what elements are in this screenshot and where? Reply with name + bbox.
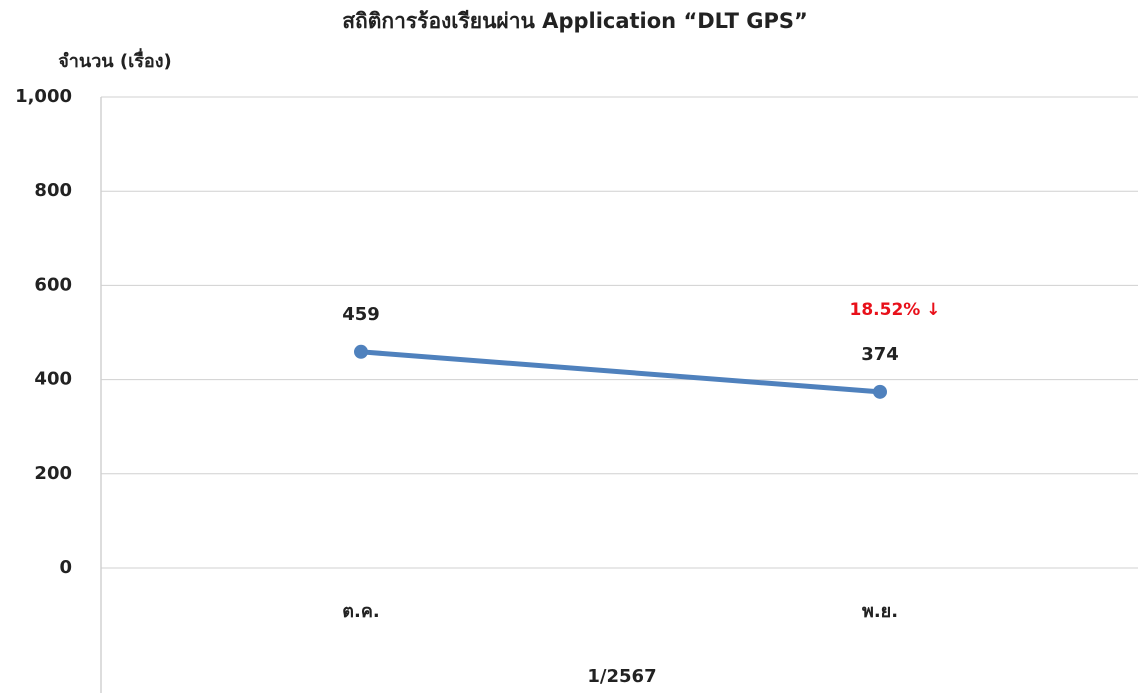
y-tick-label: 200: [34, 463, 72, 484]
chart-title: สถิติการร้องเรียนผ่าน Application “DLT G…: [342, 9, 808, 33]
x-tick-label: ต.ค.: [342, 601, 379, 622]
point: [873, 384, 887, 399]
data-label: 459: [342, 304, 380, 325]
y-tick-label: 600: [34, 274, 72, 295]
annotation: 18.52% ↓: [850, 300, 941, 320]
x-tick-label: พ.ย.: [862, 601, 898, 622]
x-axis-label: 1/2567: [587, 666, 656, 687]
y-axis-label: จำนวน (เรื่อง): [58, 48, 172, 72]
line: [360, 349, 881, 395]
y-tick-label: 0: [59, 557, 72, 578]
y-tick-label: 800: [34, 180, 72, 201]
y-tick-label: 1,000: [15, 86, 72, 107]
point: [354, 344, 368, 359]
data-label: 374: [861, 344, 899, 365]
y-tick-label: 400: [34, 369, 72, 390]
